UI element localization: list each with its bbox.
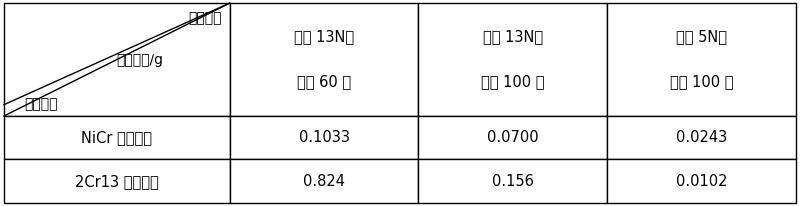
Text: 0.1033: 0.1033: [298, 130, 350, 145]
Bar: [230, 116, 418, 159]
Text: 磨粒 60 目: 磨粒 60 目: [297, 75, 351, 90]
Bar: [607, 3, 796, 116]
Bar: [4, 116, 230, 159]
Text: 涂层失重/g: 涂层失重/g: [116, 53, 163, 67]
Bar: [4, 159, 230, 203]
Text: 试验参数: 试验参数: [188, 11, 222, 25]
Bar: [607, 116, 796, 159]
Text: NiCr 金属陶瓷: NiCr 金属陶瓷: [82, 130, 152, 145]
Bar: [230, 159, 418, 203]
Text: 2Cr13 叶片基材: 2Cr13 叶片基材: [75, 174, 158, 189]
Text: 涂层类别: 涂层类别: [24, 98, 58, 112]
Text: 0.156: 0.156: [492, 174, 534, 189]
Bar: [418, 159, 607, 203]
Text: 载荷 13N，: 载荷 13N，: [294, 29, 354, 44]
Text: 载荷 13N，: 载荷 13N，: [482, 29, 543, 44]
Bar: [418, 116, 607, 159]
Text: 0.824: 0.824: [303, 174, 345, 189]
Text: 磨粒 100 目: 磨粒 100 目: [670, 75, 734, 90]
Bar: [230, 3, 418, 116]
Text: 0.0102: 0.0102: [676, 174, 727, 189]
Bar: [4, 3, 230, 116]
Bar: [418, 3, 607, 116]
Text: 0.0243: 0.0243: [676, 130, 727, 145]
Bar: [607, 159, 796, 203]
Text: 载荷 5N，: 载荷 5N，: [676, 29, 727, 44]
Text: 磨粒 100 目: 磨粒 100 目: [481, 75, 545, 90]
Text: 0.0700: 0.0700: [487, 130, 538, 145]
